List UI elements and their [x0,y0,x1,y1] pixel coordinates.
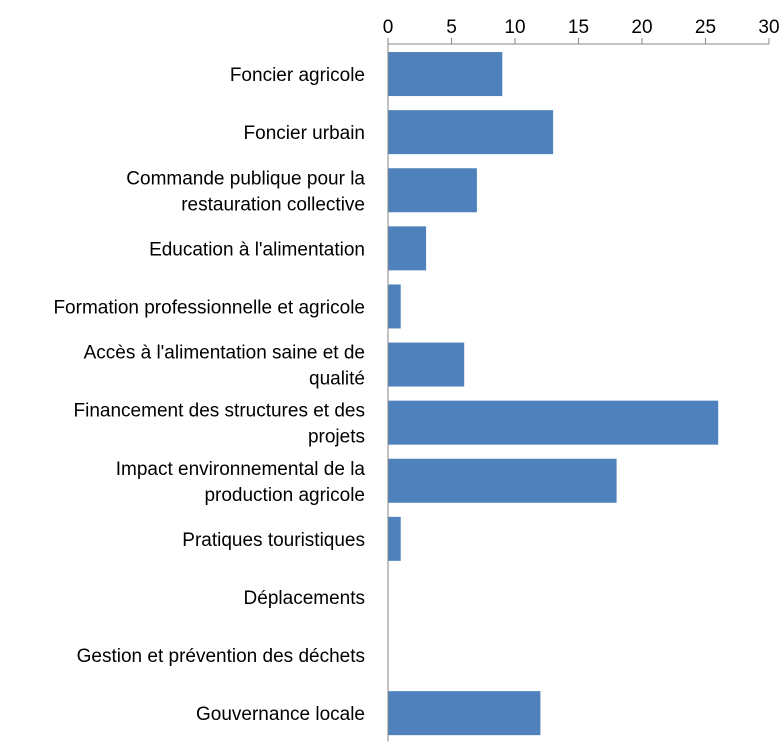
category-label: Gestion et prévention des déchets [77,646,365,667]
bar [388,342,465,387]
bar [388,226,427,271]
category-label-line: Déplacements [244,588,365,609]
category-label-line: Education à l'alimentation [149,239,365,260]
bar [388,110,554,155]
x-tick-label: 25 [695,17,716,38]
category-labels: Foncier agricole Foncier urbain Commande p… [53,65,365,725]
category-label-line: restauration collective [181,194,365,215]
category-label-line: Commande publique pour la [126,168,365,189]
x-axis: 0 5 10 15 20 25 30 [383,17,780,742]
category-label: Déplacements [244,588,365,609]
category-label: Financement des structures et des projets [74,401,365,448]
category-label: Formation professionnelle et agricole [53,297,365,318]
bar [388,52,503,97]
category-label: Impact environnemental de la production a… [116,459,366,506]
x-tick-label: 15 [568,17,589,38]
category-label: Foncier urbain [244,123,365,144]
bar [388,168,477,213]
category-label-line: Financement des structures et des [74,401,365,422]
category-label: Education à l'alimentation [149,239,365,260]
x-tick-label: 30 [758,17,779,38]
category-label: Accès à l'alimentation saine et de qualit… [84,343,365,390]
bar [388,284,401,329]
category-label-line: projets [308,427,365,448]
bar [388,516,401,561]
x-tick-label: 20 [631,17,652,38]
category-label-line: Foncier agricole [230,65,365,86]
category-label-line: qualité [309,369,365,390]
category-label-line: production agricole [204,485,365,506]
category-label-line: Foncier urbain [244,123,365,144]
x-tick-label: 10 [504,17,525,38]
bar [388,458,617,503]
category-label-line: Gouvernance locale [196,704,365,725]
bar [388,691,541,736]
x-tick-label: 5 [446,17,457,38]
category-label: Foncier agricole [230,65,365,86]
x-tick-label: 0 [383,17,394,38]
category-label-line: Gestion et prévention des déchets [77,646,365,667]
category-label: Gouvernance locale [196,704,365,725]
bar [388,400,719,445]
category-label-line: Formation professionnelle et agricole [53,297,365,318]
category-label: Pratiques touristiques [182,530,365,551]
bars [388,52,719,736]
category-label-line: Accès à l'alimentation saine et de [84,343,365,364]
category-label-line: Pratiques touristiques [182,530,365,551]
category-label: Commande publique pour la restauration co… [126,168,365,215]
category-label-line: Impact environnemental de la [116,459,366,480]
